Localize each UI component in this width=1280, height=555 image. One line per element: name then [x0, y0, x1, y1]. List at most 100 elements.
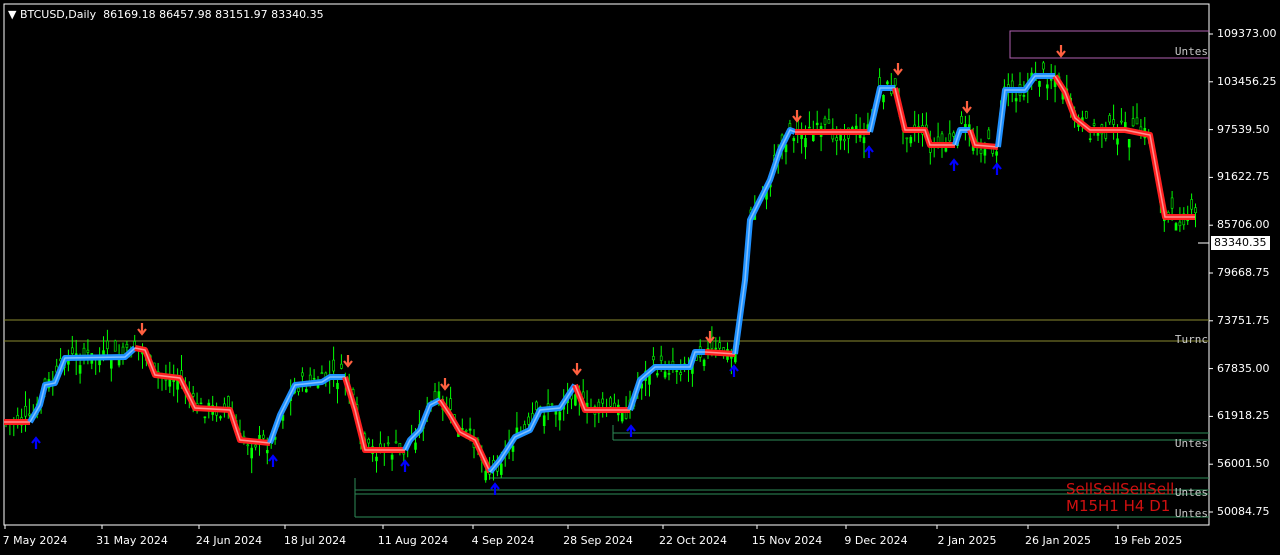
- price-tick: 109373.00: [1217, 27, 1277, 40]
- date-tick: 28 Sep 2024: [563, 534, 633, 547]
- uptrend-line: [487, 383, 578, 474]
- signal-sell-text: SellSellSellSell: [1066, 480, 1175, 498]
- trend-highlight: [734, 129, 796, 355]
- candle-body: [28, 413, 31, 416]
- date-tick: 4 Sep 2024: [471, 534, 535, 547]
- candle-body: [1116, 138, 1119, 145]
- open-value: 86169.18: [103, 8, 156, 21]
- date-tick: 2 Jan 2025: [937, 534, 997, 547]
- price-tick: 50084.75: [1217, 505, 1270, 518]
- candle-body: [250, 447, 253, 459]
- buy-arrow-icon: [729, 364, 739, 377]
- candle-body: [1042, 62, 1045, 70]
- line-label-green2: Untes: [1174, 486, 1208, 499]
- date-tick: 24 Jun 2024: [195, 534, 263, 547]
- date-tick: 26 Jan 2025: [1025, 534, 1091, 547]
- line-label-green1: Untes: [1174, 437, 1208, 450]
- candle-body: [511, 445, 515, 452]
- candle-body: [464, 430, 468, 432]
- candle-body: [823, 117, 827, 125]
- candle-body: [1049, 78, 1053, 81]
- trend-highlight: [1054, 75, 1195, 218]
- candle-body: [246, 444, 250, 447]
- sell-arrow-icon: [962, 101, 972, 114]
- price-tick: 56001.50: [1217, 457, 1270, 471]
- candle-body: [1038, 81, 1041, 87]
- date-tick: 22 Oct 2024: [658, 534, 728, 547]
- candle-body: [1092, 123, 1096, 126]
- candle-body: [527, 416, 530, 425]
- candle-body: [367, 438, 371, 444]
- price-tick: 61918.25: [1217, 409, 1270, 423]
- candle-body: [262, 434, 265, 439]
- candle-body: [905, 137, 909, 140]
- trend-highlight: [969, 129, 999, 148]
- candle-body: [843, 138, 846, 142]
- candle-body: [386, 442, 390, 445]
- candle-body: [655, 373, 659, 376]
- candle-body: [1014, 98, 1018, 102]
- candle-body: [1131, 118, 1135, 127]
- date-tick: 11 Aug 2024: [377, 534, 449, 547]
- trend-highlight: [134, 347, 271, 444]
- candle-body: [320, 372, 324, 375]
- uptrend-line: [627, 349, 705, 411]
- candle-body: [1127, 138, 1131, 148]
- date-tick: 9 Dec 2024: [844, 534, 908, 547]
- candle-body: [983, 149, 987, 156]
- candle-body: [1046, 84, 1049, 89]
- candle-body: [815, 122, 819, 126]
- candle-body: [71, 347, 74, 354]
- candle-body: [203, 416, 207, 419]
- trend-highlight: [574, 384, 630, 411]
- buy-arrow-icon: [490, 482, 500, 495]
- candle-body: [620, 412, 624, 422]
- downtrend-line: [134, 345, 271, 446]
- buy-arrow-icon: [626, 424, 636, 437]
- candle-body: [301, 372, 304, 377]
- date-tick: 31 May 2024: [96, 534, 168, 547]
- candle-body: [340, 363, 343, 369]
- candle-body: [718, 342, 722, 349]
- candle-body: [886, 81, 889, 85]
- candle-body: [987, 129, 991, 139]
- triangle-down-icon[interactable]: ▼: [8, 8, 20, 21]
- price-tick: 67835.00: [1217, 361, 1270, 375]
- candle-body: [804, 138, 807, 148]
- candle-body: [601, 398, 605, 404]
- trend-highlight: [344, 376, 405, 451]
- candle-body: [835, 137, 839, 141]
- line-label-purple: Untes: [1174, 45, 1208, 58]
- trend-highlight: [997, 75, 1055, 148]
- candle-body: [125, 343, 129, 348]
- candle-body: [1088, 138, 1092, 140]
- date-tick: 19 Feb 2025: [1113, 534, 1183, 547]
- candle-body: [78, 365, 82, 374]
- candle-body: [1022, 95, 1026, 97]
- candle-body: [1135, 117, 1139, 125]
- line-label-green3: Untes: [1174, 507, 1208, 520]
- downtrend-line: [1052, 74, 1195, 220]
- candle-body: [312, 377, 316, 380]
- trend-highlight: [894, 87, 955, 146]
- candle-body: [304, 389, 308, 393]
- date-tick: 15 Nov 2024: [751, 534, 823, 547]
- price-tick: 79668.75: [1217, 266, 1270, 279]
- candle-body: [909, 137, 913, 144]
- downtrend-line: [892, 87, 955, 148]
- candle-body: [390, 454, 394, 460]
- date-tick: 18 Jul 2024: [283, 534, 347, 547]
- candle-body: [219, 416, 222, 419]
- date-tick: 7 May 2024: [2, 534, 68, 547]
- candle-body: [254, 444, 257, 448]
- buy-arrow-icon: [949, 158, 959, 171]
- candle-body: [995, 151, 998, 156]
- candle-body: [574, 394, 577, 406]
- buy-arrow-icon: [268, 454, 278, 467]
- signal-timeframes: M15H1 H4 D1: [1066, 497, 1171, 515]
- candle-body: [449, 398, 452, 410]
- candle-body: [499, 463, 503, 475]
- candle-body: [667, 373, 671, 375]
